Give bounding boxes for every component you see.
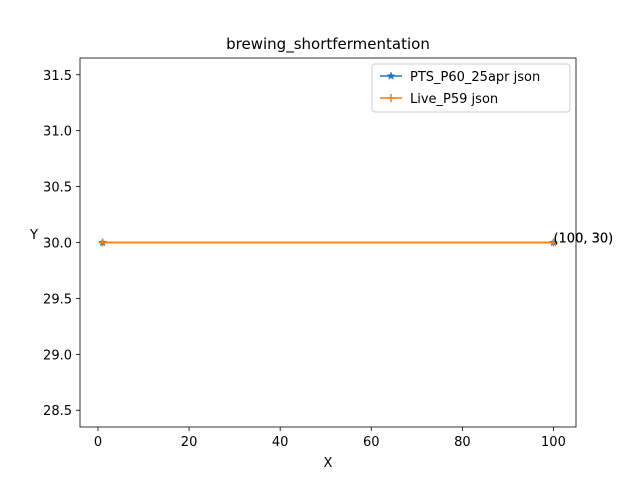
annotation-label: (100, 30) [553, 232, 613, 247]
legend-label: Live_P59 json [410, 92, 498, 107]
chart-title: brewing_shortfermentation [226, 35, 430, 54]
y-tick-label: 31.5 [43, 69, 72, 84]
legend-marker [386, 71, 396, 80]
data-point [98, 238, 107, 247]
x-axis-label: X [324, 456, 333, 471]
axes-frame [79, 57, 577, 428]
legend: PTS_P60_25apr json Live_P59 json [371, 63, 571, 113]
y-tick-label: 30.0 [43, 237, 72, 252]
legend-label: PTS_P60_25apr json [410, 70, 540, 85]
y-tick-label: 30.5 [43, 181, 72, 196]
y-axis-label: Y [29, 228, 38, 243]
y-tick-label: 29.0 [43, 348, 72, 363]
annotation-label: (100, 30) [553, 232, 613, 247]
plot-area: 0 20 40 60 80 100 28.5 29.0 29.5 30.0 30.5 31.0 31.5… [43, 57, 613, 450]
x-tick-label: 80 [454, 435, 471, 450]
x-tick-label: 20 [181, 435, 198, 450]
y-tick-label: 28.5 [43, 404, 72, 419]
legend-box [371, 63, 571, 113]
x-tick-label: 40 [272, 435, 289, 450]
y-tick-label: 29.5 [43, 292, 72, 307]
legend-marker [387, 94, 395, 102]
y-tick-label: 31.0 [43, 125, 72, 140]
x-tick-label: 60 [363, 435, 380, 450]
x-tick-label: 0 [94, 435, 102, 450]
data-point [549, 238, 558, 247]
x-tick-label: 100 [541, 435, 566, 450]
